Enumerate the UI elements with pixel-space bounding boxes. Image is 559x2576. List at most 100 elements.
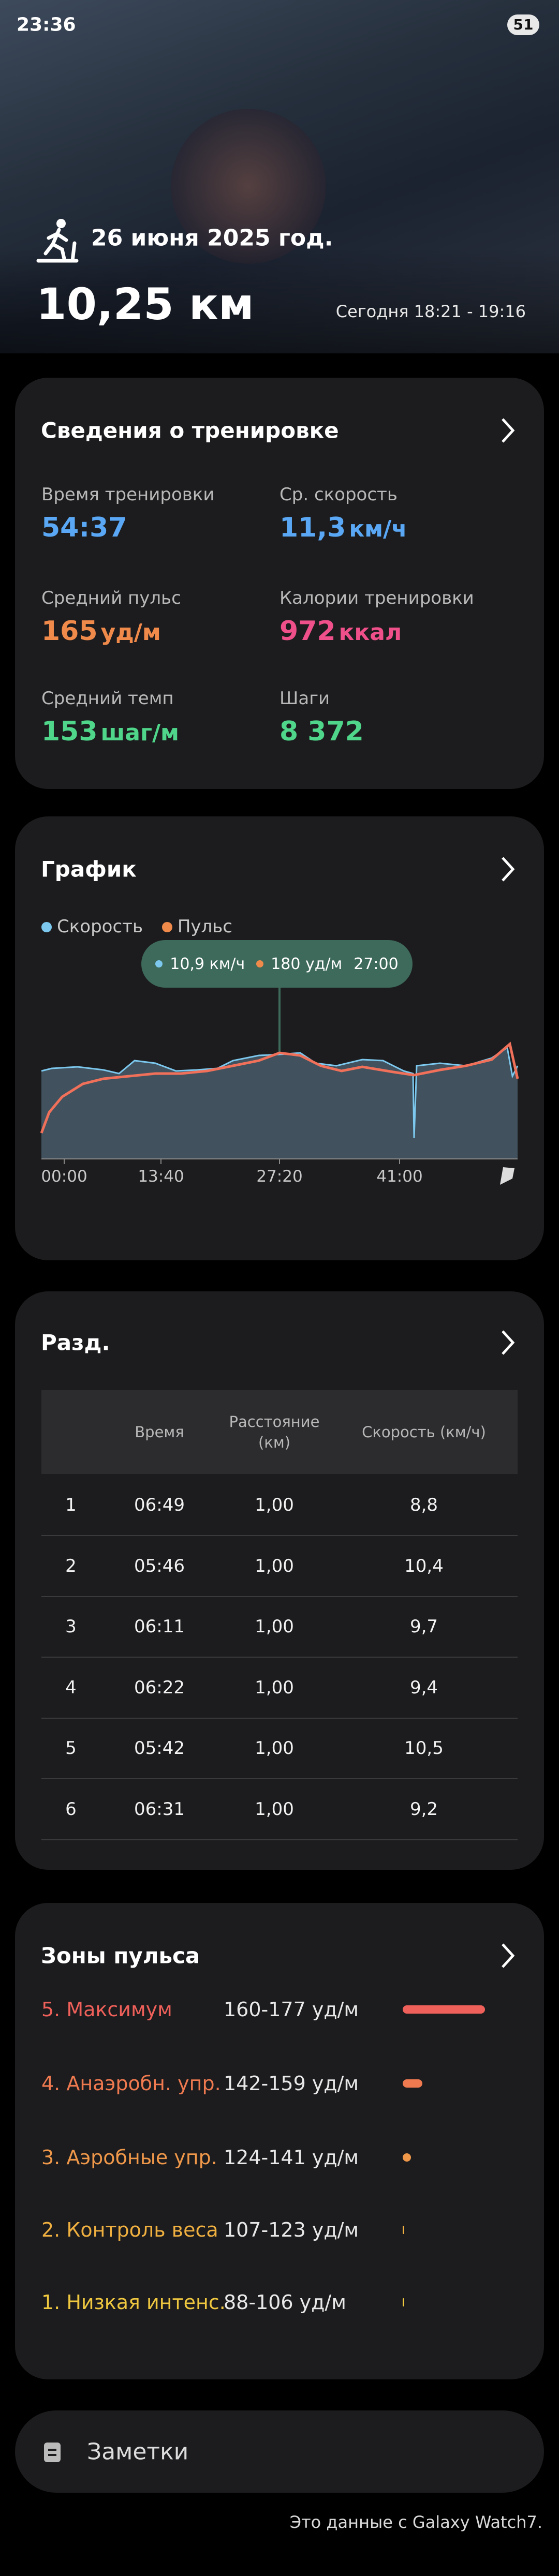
zone-bar	[403, 2005, 485, 2014]
notes-icon	[44, 2443, 61, 2462]
legend: Скорость Пульс	[41, 916, 232, 937]
dot	[256, 960, 264, 967]
split-cell: 1,00	[255, 1799, 294, 1820]
legend-label: Пульс	[177, 916, 232, 937]
split-cell: 1,00	[255, 1616, 294, 1637]
zone-range: 142-159 уд/м	[224, 2072, 359, 2095]
split-index: 2	[65, 1555, 77, 1576]
unit: км/ч	[349, 516, 407, 542]
x-label: 41:00	[376, 1167, 423, 1186]
stat-label: Средний темп	[41, 688, 174, 709]
hero-blur	[171, 109, 326, 264]
card-title: Сведения о тренировке	[41, 418, 339, 443]
value: 8 372	[280, 716, 364, 747]
unit: ккал	[339, 619, 402, 646]
column-header: Расстояние (км)	[229, 1413, 320, 1451]
unit: уд/м	[100, 619, 161, 646]
row-divider	[41, 1657, 518, 1658]
chevron[interactable]	[497, 1940, 518, 1971]
stat-label: Калории тренировки	[280, 588, 474, 608]
notes-label: Заметки	[87, 2438, 189, 2465]
workout-distance: 10,25 км	[36, 279, 254, 330]
stat-value: 165 уд/м	[41, 616, 161, 647]
heart-zones-card[interactable]: Зоны пульса	[15, 1903, 544, 2379]
split-cell: 1,00	[255, 1677, 294, 1698]
unit: шаг/м	[100, 720, 179, 746]
zone-bar	[403, 2226, 404, 2234]
splits-card[interactable]: Разд.	[15, 1291, 544, 1870]
split-index: 6	[65, 1799, 77, 1820]
stat-label: Средний пульс	[41, 588, 181, 608]
tooltip-pulse: 180 уд/м	[271, 955, 343, 973]
finish-flag	[500, 1167, 514, 1185]
pulse-line	[40, 1041, 519, 1134]
value: 54:37	[41, 512, 127, 543]
row-divider	[41, 1717, 518, 1719]
column-header: Время	[135, 1423, 184, 1441]
time-range: Сегодня 18:21 - 19:16	[335, 302, 526, 321]
split-index: 3	[65, 1616, 77, 1637]
chevron[interactable]	[497, 415, 518, 446]
notes-button[interactable]: Заметки	[15, 2410, 544, 2493]
summary-card[interactable]: Сведения о тренировке Время тренировки 5…	[15, 378, 544, 789]
zone-name: 4. Анаэробн. упр.	[41, 2072, 221, 2095]
split-cell: 8,8	[409, 1495, 438, 1515]
legend-dot	[41, 922, 52, 932]
zone-bar	[403, 2079, 422, 2088]
stat-label: Шаги	[280, 688, 330, 709]
stat-label: Время тренировки	[41, 484, 215, 505]
dot	[155, 960, 163, 967]
split-cell: 1,00	[255, 1495, 294, 1515]
tooltip-time: 27:00	[354, 955, 399, 973]
chevron[interactable]	[497, 1327, 518, 1358]
row-divider	[41, 1778, 518, 1780]
split-cell: 9,4	[409, 1677, 438, 1698]
stat-value: 153 шаг/м	[41, 716, 179, 747]
zone-name: 2. Контроль веса	[41, 2218, 218, 2241]
treadmill-icon	[36, 219, 79, 263]
stat-value: 54:37	[41, 512, 127, 543]
split-cell: 9,2	[409, 1799, 438, 1820]
chevron[interactable]	[497, 854, 518, 885]
x-label: 13:40	[138, 1167, 184, 1186]
footer: Это данные с Galaxy Watch7.	[289, 2512, 542, 2532]
stat-label: Ср. скорость	[280, 484, 398, 505]
table-header	[41, 1390, 518, 1474]
split-cell: 05:46	[134, 1555, 185, 1576]
split-index: 1	[65, 1495, 77, 1515]
split-cell: 06:49	[134, 1495, 185, 1515]
split-index: 5	[65, 1738, 77, 1759]
chart-plot	[40, 988, 519, 1185]
speed-area	[41, 1048, 518, 1159]
zone-range: 88-106 уд/м	[224, 2291, 346, 2314]
status-time: 23:36	[17, 14, 76, 36]
hero-shade	[0, 248, 559, 353]
split-cell: 1,00	[255, 1738, 294, 1759]
split-cell: 06:22	[134, 1677, 185, 1698]
workout-date: 26 июня 2025 год.	[91, 225, 333, 251]
split-cell: 06:11	[134, 1616, 185, 1637]
stat-value: 11,3 км/ч	[280, 512, 407, 543]
x-label: 00:00	[41, 1167, 87, 1186]
row-divider	[41, 1596, 518, 1597]
zone-range: 107-123 уд/м	[224, 2218, 359, 2241]
stat-value: 972 ккал	[280, 616, 402, 647]
split-cell: 10,5	[404, 1738, 444, 1759]
zone-name: 3. Аэробные упр.	[41, 2146, 217, 2169]
graph-card[interactable]: График Скорость Пульс 10,9 км/ч 180 уд/м…	[15, 816, 544, 1260]
value: 165	[41, 616, 98, 647]
split-cell: 9,7	[409, 1616, 438, 1637]
row-divider	[41, 1535, 518, 1536]
value: 972	[280, 616, 336, 647]
tooltip: 10,9 км/ч 180 уд/м 27:00	[141, 940, 413, 988]
battery: 51	[507, 14, 539, 35]
zone-range: 124-141 уд/м	[224, 2146, 359, 2169]
zone-bar	[403, 2153, 411, 2162]
legend-label: Скорость	[57, 916, 143, 937]
split-index: 4	[65, 1677, 77, 1698]
column-header: Скорость (км/ч)	[362, 1423, 486, 1441]
value: 11,3	[280, 512, 346, 543]
tooltip-speed: 10,9 км/ч	[170, 955, 245, 973]
x-label: 27:20	[256, 1167, 303, 1186]
zone-bar	[403, 2298, 404, 2306]
